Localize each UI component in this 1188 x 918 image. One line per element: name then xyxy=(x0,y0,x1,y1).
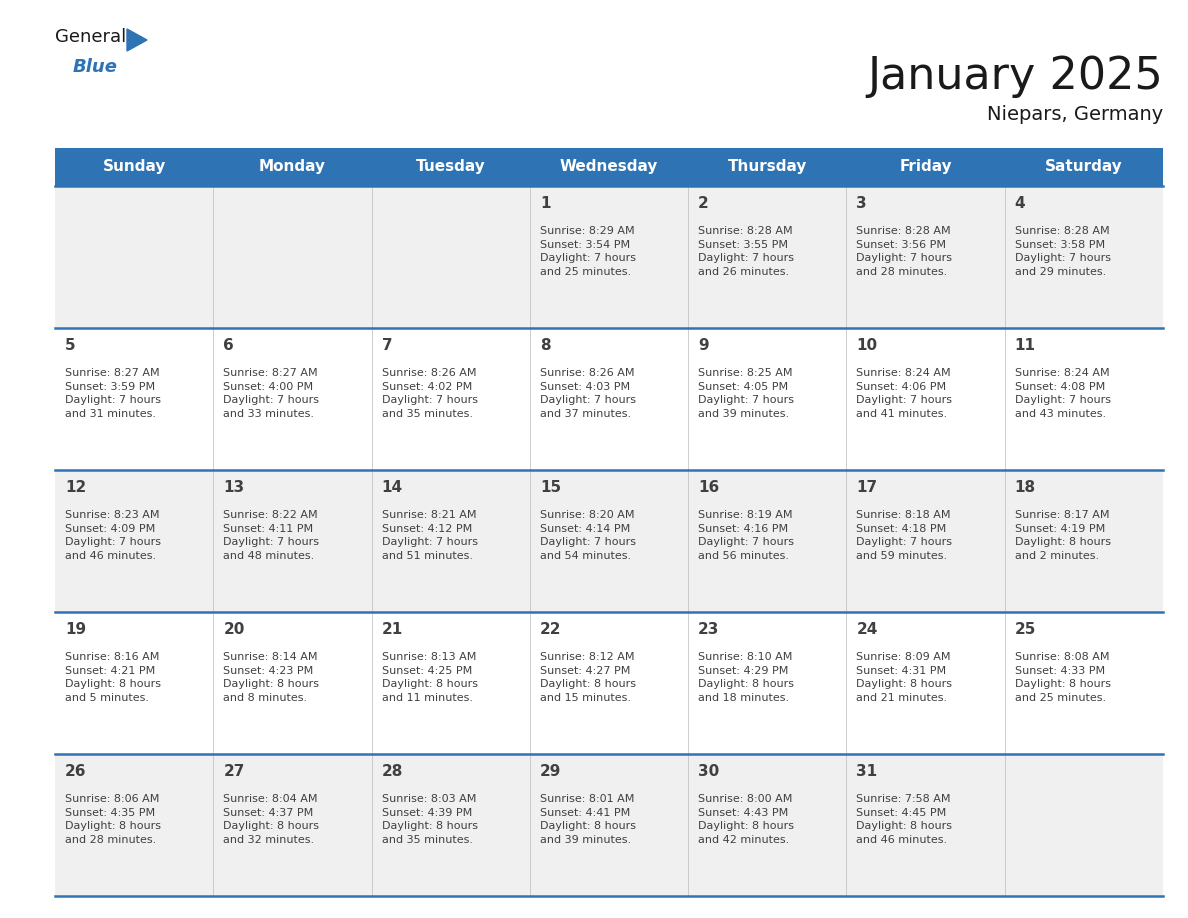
Text: 5: 5 xyxy=(65,338,76,353)
Bar xyxy=(55,612,1163,754)
Text: 31: 31 xyxy=(857,764,878,779)
Text: 22: 22 xyxy=(539,622,562,637)
Text: Sunrise: 8:27 AM
Sunset: 4:00 PM
Daylight: 7 hours
and 33 minutes.: Sunrise: 8:27 AM Sunset: 4:00 PM Dayligh… xyxy=(223,368,320,419)
Text: General: General xyxy=(55,28,126,46)
Text: 21: 21 xyxy=(381,622,403,637)
Text: 9: 9 xyxy=(699,338,709,353)
Text: 25: 25 xyxy=(1015,622,1036,637)
Text: Sunrise: 8:26 AM
Sunset: 4:03 PM
Daylight: 7 hours
and 37 minutes.: Sunrise: 8:26 AM Sunset: 4:03 PM Dayligh… xyxy=(539,368,636,419)
Text: Sunrise: 8:10 AM
Sunset: 4:29 PM
Daylight: 8 hours
and 18 minutes.: Sunrise: 8:10 AM Sunset: 4:29 PM Dayligh… xyxy=(699,652,794,703)
Text: Sunrise: 8:00 AM
Sunset: 4:43 PM
Daylight: 8 hours
and 42 minutes.: Sunrise: 8:00 AM Sunset: 4:43 PM Dayligh… xyxy=(699,794,794,845)
Polygon shape xyxy=(127,29,147,51)
Text: Sunrise: 8:19 AM
Sunset: 4:16 PM
Daylight: 7 hours
and 56 minutes.: Sunrise: 8:19 AM Sunset: 4:16 PM Dayligh… xyxy=(699,510,794,561)
Text: Sunrise: 8:28 AM
Sunset: 3:58 PM
Daylight: 7 hours
and 29 minutes.: Sunrise: 8:28 AM Sunset: 3:58 PM Dayligh… xyxy=(1015,226,1111,277)
Text: Sunrise: 7:58 AM
Sunset: 4:45 PM
Daylight: 8 hours
and 46 minutes.: Sunrise: 7:58 AM Sunset: 4:45 PM Dayligh… xyxy=(857,794,953,845)
Text: Sunrise: 8:01 AM
Sunset: 4:41 PM
Daylight: 8 hours
and 39 minutes.: Sunrise: 8:01 AM Sunset: 4:41 PM Dayligh… xyxy=(539,794,636,845)
Text: Sunrise: 8:26 AM
Sunset: 4:02 PM
Daylight: 7 hours
and 35 minutes.: Sunrise: 8:26 AM Sunset: 4:02 PM Dayligh… xyxy=(381,368,478,419)
Bar xyxy=(55,148,1163,186)
Text: 16: 16 xyxy=(699,480,720,495)
Text: Sunrise: 8:12 AM
Sunset: 4:27 PM
Daylight: 8 hours
and 15 minutes.: Sunrise: 8:12 AM Sunset: 4:27 PM Dayligh… xyxy=(539,652,636,703)
Bar xyxy=(55,328,1163,470)
Text: Monday: Monday xyxy=(259,160,326,174)
Text: Sunrise: 8:27 AM
Sunset: 3:59 PM
Daylight: 7 hours
and 31 minutes.: Sunrise: 8:27 AM Sunset: 3:59 PM Dayligh… xyxy=(65,368,162,419)
Text: 11: 11 xyxy=(1015,338,1036,353)
Text: 12: 12 xyxy=(65,480,87,495)
Text: Thursday: Thursday xyxy=(727,160,807,174)
Text: 29: 29 xyxy=(539,764,561,779)
Text: 1: 1 xyxy=(539,196,550,211)
Text: 6: 6 xyxy=(223,338,234,353)
Text: 19: 19 xyxy=(65,622,86,637)
Text: 14: 14 xyxy=(381,480,403,495)
Text: Sunrise: 8:23 AM
Sunset: 4:09 PM
Daylight: 7 hours
and 46 minutes.: Sunrise: 8:23 AM Sunset: 4:09 PM Dayligh… xyxy=(65,510,162,561)
Text: 18: 18 xyxy=(1015,480,1036,495)
Text: Blue: Blue xyxy=(72,58,118,76)
Text: Saturday: Saturday xyxy=(1045,160,1123,174)
Text: 10: 10 xyxy=(857,338,878,353)
Text: 4: 4 xyxy=(1015,196,1025,211)
Text: Sunrise: 8:13 AM
Sunset: 4:25 PM
Daylight: 8 hours
and 11 minutes.: Sunrise: 8:13 AM Sunset: 4:25 PM Dayligh… xyxy=(381,652,478,703)
Text: 8: 8 xyxy=(539,338,550,353)
Text: Sunrise: 8:06 AM
Sunset: 4:35 PM
Daylight: 8 hours
and 28 minutes.: Sunrise: 8:06 AM Sunset: 4:35 PM Dayligh… xyxy=(65,794,162,845)
Text: 27: 27 xyxy=(223,764,245,779)
Text: 3: 3 xyxy=(857,196,867,211)
Text: 7: 7 xyxy=(381,338,392,353)
Text: 20: 20 xyxy=(223,622,245,637)
Text: Sunrise: 8:29 AM
Sunset: 3:54 PM
Daylight: 7 hours
and 25 minutes.: Sunrise: 8:29 AM Sunset: 3:54 PM Dayligh… xyxy=(539,226,636,277)
Text: Sunrise: 8:22 AM
Sunset: 4:11 PM
Daylight: 7 hours
and 48 minutes.: Sunrise: 8:22 AM Sunset: 4:11 PM Dayligh… xyxy=(223,510,320,561)
Text: Sunrise: 8:14 AM
Sunset: 4:23 PM
Daylight: 8 hours
and 8 minutes.: Sunrise: 8:14 AM Sunset: 4:23 PM Dayligh… xyxy=(223,652,320,703)
Text: Sunrise: 8:09 AM
Sunset: 4:31 PM
Daylight: 8 hours
and 21 minutes.: Sunrise: 8:09 AM Sunset: 4:31 PM Dayligh… xyxy=(857,652,953,703)
Text: 23: 23 xyxy=(699,622,720,637)
Text: Sunrise: 8:03 AM
Sunset: 4:39 PM
Daylight: 8 hours
and 35 minutes.: Sunrise: 8:03 AM Sunset: 4:39 PM Dayligh… xyxy=(381,794,478,845)
Text: Niepars, Germany: Niepars, Germany xyxy=(987,105,1163,124)
Text: 30: 30 xyxy=(699,764,720,779)
Text: Sunday: Sunday xyxy=(102,160,166,174)
Text: Sunrise: 8:18 AM
Sunset: 4:18 PM
Daylight: 7 hours
and 59 minutes.: Sunrise: 8:18 AM Sunset: 4:18 PM Dayligh… xyxy=(857,510,953,561)
Text: Sunrise: 8:25 AM
Sunset: 4:05 PM
Daylight: 7 hours
and 39 minutes.: Sunrise: 8:25 AM Sunset: 4:05 PM Dayligh… xyxy=(699,368,794,419)
Text: Sunrise: 8:17 AM
Sunset: 4:19 PM
Daylight: 8 hours
and 2 minutes.: Sunrise: 8:17 AM Sunset: 4:19 PM Dayligh… xyxy=(1015,510,1111,561)
Text: Tuesday: Tuesday xyxy=(416,160,486,174)
Bar xyxy=(55,186,1163,328)
Text: Wednesday: Wednesday xyxy=(560,160,658,174)
Text: Sunrise: 8:24 AM
Sunset: 4:08 PM
Daylight: 7 hours
and 43 minutes.: Sunrise: 8:24 AM Sunset: 4:08 PM Dayligh… xyxy=(1015,368,1111,419)
Bar xyxy=(55,754,1163,896)
Text: 2: 2 xyxy=(699,196,709,211)
Text: 13: 13 xyxy=(223,480,245,495)
Text: 24: 24 xyxy=(857,622,878,637)
Text: 15: 15 xyxy=(539,480,561,495)
Text: 26: 26 xyxy=(65,764,87,779)
Text: January 2025: January 2025 xyxy=(867,55,1163,98)
Text: Sunrise: 8:24 AM
Sunset: 4:06 PM
Daylight: 7 hours
and 41 minutes.: Sunrise: 8:24 AM Sunset: 4:06 PM Dayligh… xyxy=(857,368,953,419)
Text: Sunrise: 8:20 AM
Sunset: 4:14 PM
Daylight: 7 hours
and 54 minutes.: Sunrise: 8:20 AM Sunset: 4:14 PM Dayligh… xyxy=(539,510,636,561)
Text: Sunrise: 8:28 AM
Sunset: 3:56 PM
Daylight: 7 hours
and 28 minutes.: Sunrise: 8:28 AM Sunset: 3:56 PM Dayligh… xyxy=(857,226,953,277)
Text: Sunrise: 8:28 AM
Sunset: 3:55 PM
Daylight: 7 hours
and 26 minutes.: Sunrise: 8:28 AM Sunset: 3:55 PM Dayligh… xyxy=(699,226,794,277)
Bar xyxy=(55,470,1163,612)
Text: 28: 28 xyxy=(381,764,403,779)
Text: Sunrise: 8:16 AM
Sunset: 4:21 PM
Daylight: 8 hours
and 5 minutes.: Sunrise: 8:16 AM Sunset: 4:21 PM Dayligh… xyxy=(65,652,162,703)
Text: 17: 17 xyxy=(857,480,878,495)
Text: Sunrise: 8:21 AM
Sunset: 4:12 PM
Daylight: 7 hours
and 51 minutes.: Sunrise: 8:21 AM Sunset: 4:12 PM Dayligh… xyxy=(381,510,478,561)
Text: Sunrise: 8:08 AM
Sunset: 4:33 PM
Daylight: 8 hours
and 25 minutes.: Sunrise: 8:08 AM Sunset: 4:33 PM Dayligh… xyxy=(1015,652,1111,703)
Text: Sunrise: 8:04 AM
Sunset: 4:37 PM
Daylight: 8 hours
and 32 minutes.: Sunrise: 8:04 AM Sunset: 4:37 PM Dayligh… xyxy=(223,794,320,845)
Text: Friday: Friday xyxy=(899,160,952,174)
